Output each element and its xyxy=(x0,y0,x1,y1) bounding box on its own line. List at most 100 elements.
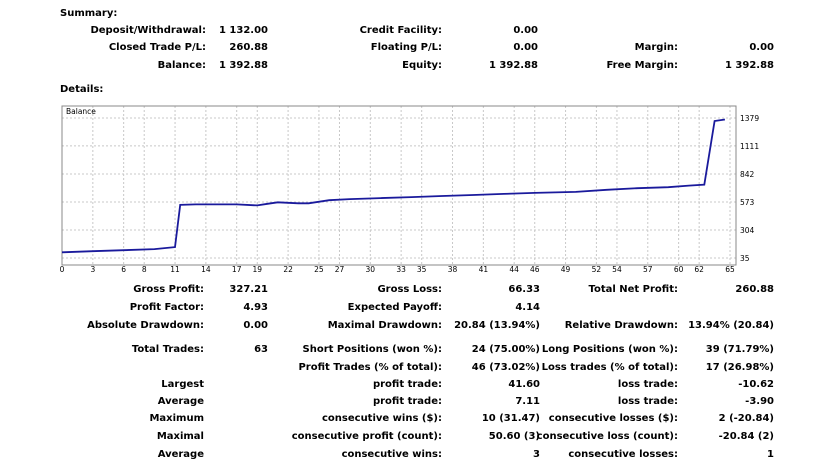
x-tick-label: 3 xyxy=(90,265,95,274)
x-tick-label: 27 xyxy=(335,265,345,274)
chart-frame xyxy=(61,105,737,266)
stat-label: loss trade: xyxy=(617,379,678,390)
x-tick-label: 62 xyxy=(694,265,704,274)
stat-label: Gross Profit: xyxy=(133,284,204,295)
details-heading: Details: xyxy=(60,84,104,95)
x-tick-label: 57 xyxy=(643,265,653,274)
stat-label: Profit Factor: xyxy=(129,302,204,313)
stat-value: 66.33 xyxy=(508,284,540,295)
x-tick-label: 8 xyxy=(142,265,147,274)
balance-label: Balance: xyxy=(157,60,206,71)
x-tick-label: 11 xyxy=(170,265,180,274)
stat-label: consecutive loss (count): xyxy=(536,431,678,442)
stat-value: 7.11 xyxy=(515,396,540,407)
free-margin-label: Free Margin: xyxy=(606,60,678,71)
stat-label: consecutive wins ($): xyxy=(321,413,442,424)
closed-pl-label: Closed Trade P/L: xyxy=(108,42,206,53)
credit-value: 0.00 xyxy=(513,25,538,36)
stat-label: consecutive wins: xyxy=(341,449,442,460)
stat-value: 3 xyxy=(533,449,540,460)
stat-label: consecutive profit (count): xyxy=(291,431,442,442)
stat-label: Short Positions (won %): xyxy=(302,344,442,355)
balance-series-line xyxy=(61,118,726,254)
y-tick-label: 1379 xyxy=(740,114,759,123)
stat-label: Largest xyxy=(161,379,204,390)
x-tick-label: 25 xyxy=(314,265,324,274)
chart-grid xyxy=(61,106,736,265)
x-tick-label: 14 xyxy=(201,265,211,274)
x-tick-label: 60 xyxy=(674,265,684,274)
stat-label: profit trade: xyxy=(372,379,442,390)
y-tick-label: 1111 xyxy=(740,142,759,151)
chart-ticks: 1379 1111 842 573 304 35 0 3 6 8 11 14 17 19 22 25 27 30 3… xyxy=(60,114,760,274)
stat-value: 260.88 xyxy=(735,284,774,295)
stat-value: 2 (-20.84) xyxy=(718,413,774,424)
stat-value: 10 (31.47) xyxy=(481,413,540,424)
stat-value: 24 (75.00%) xyxy=(471,344,540,355)
x-tick-label: 49 xyxy=(561,265,571,274)
stat-value: 41.60 xyxy=(508,379,540,390)
stat-label: Maximal xyxy=(156,431,204,442)
stat-value: 17 (26.98%) xyxy=(705,362,774,373)
stat-value: -3.90 xyxy=(745,396,774,407)
stat-value: 1 xyxy=(767,449,774,460)
free-margin-value: 1 392.88 xyxy=(724,60,774,71)
stat-label: Profit Trades (% of total): xyxy=(298,362,442,373)
stat-value: 50.60 (3) xyxy=(488,431,540,442)
stat-value: -10.62 xyxy=(738,379,774,390)
stat-label: Expected Payoff: xyxy=(347,302,442,313)
x-tick-label: 44 xyxy=(509,265,519,274)
margin-value: 0.00 xyxy=(749,42,774,53)
stat-label: consecutive losses ($): xyxy=(548,413,678,424)
x-tick-label: 38 xyxy=(448,265,458,274)
credit-label: Credit Facility: xyxy=(359,25,442,36)
stat-label: Relative Drawdown: xyxy=(564,320,678,331)
stat-label: Maximum xyxy=(149,413,204,424)
stat-label: Average xyxy=(157,396,204,407)
x-tick-label: 52 xyxy=(592,265,602,274)
stat-value: 4.14 xyxy=(515,302,540,313)
stat-value: 46 (73.02%) xyxy=(471,362,540,373)
stat-label: Average xyxy=(157,449,204,460)
floating-label: Floating P/L: xyxy=(370,42,442,53)
y-tick-label: 573 xyxy=(740,198,755,207)
stat-value: 63 xyxy=(254,344,268,355)
closed-pl-value: 260.88 xyxy=(229,42,268,53)
x-tick-label: 54 xyxy=(612,265,622,274)
x-tick-label: 65 xyxy=(725,265,735,274)
x-tick-label: 17 xyxy=(232,265,242,274)
stat-label: Maximal Drawdown: xyxy=(327,320,442,331)
equity-label: Equity: xyxy=(402,60,442,71)
x-tick-label: 0 xyxy=(60,265,65,274)
x-tick-label: 6 xyxy=(121,265,126,274)
deposit-label: Deposit/Withdrawal: xyxy=(90,25,206,36)
stat-label: Total Trades: xyxy=(131,344,204,355)
balance-chart: Balance 1379 1111 842 573 304 35 0 3 6 8 11 14 17 19 2… xyxy=(60,105,760,274)
x-tick-label: 35 xyxy=(417,265,427,274)
stat-value: 4.93 xyxy=(243,302,268,313)
margin-label: Margin: xyxy=(634,42,678,53)
stat-value: 13.94% (20.84) xyxy=(688,320,774,331)
stat-label: Absolute Drawdown: xyxy=(87,320,204,331)
chart-title: Balance xyxy=(66,107,96,116)
equity-value: 1 392.88 xyxy=(488,60,538,71)
x-tick-label: 30 xyxy=(366,265,376,274)
stat-value: -20.84 (2) xyxy=(718,431,774,442)
y-tick-label: 842 xyxy=(740,170,755,179)
stat-label: profit trade: xyxy=(372,396,442,407)
stat-label: Gross Loss: xyxy=(377,284,442,295)
stat-value: 0.00 xyxy=(243,320,268,331)
stat-label: loss trade: xyxy=(617,396,678,407)
stat-label: consecutive losses: xyxy=(568,449,678,460)
x-tick-label: 46 xyxy=(530,265,540,274)
deposit-value: 1 132.00 xyxy=(218,25,268,36)
balance-value: 1 392.88 xyxy=(218,60,268,71)
stat-value: 20.84 (13.94%) xyxy=(454,320,540,331)
stat-label: Total Net Profit: xyxy=(588,284,678,295)
y-tick-label: 35 xyxy=(740,254,750,263)
stat-value: 327.21 xyxy=(229,284,268,295)
x-tick-label: 33 xyxy=(396,265,406,274)
y-tick-label: 304 xyxy=(740,226,755,235)
floating-value: 0.00 xyxy=(513,42,538,53)
stat-value: 39 (71.79%) xyxy=(705,344,774,355)
